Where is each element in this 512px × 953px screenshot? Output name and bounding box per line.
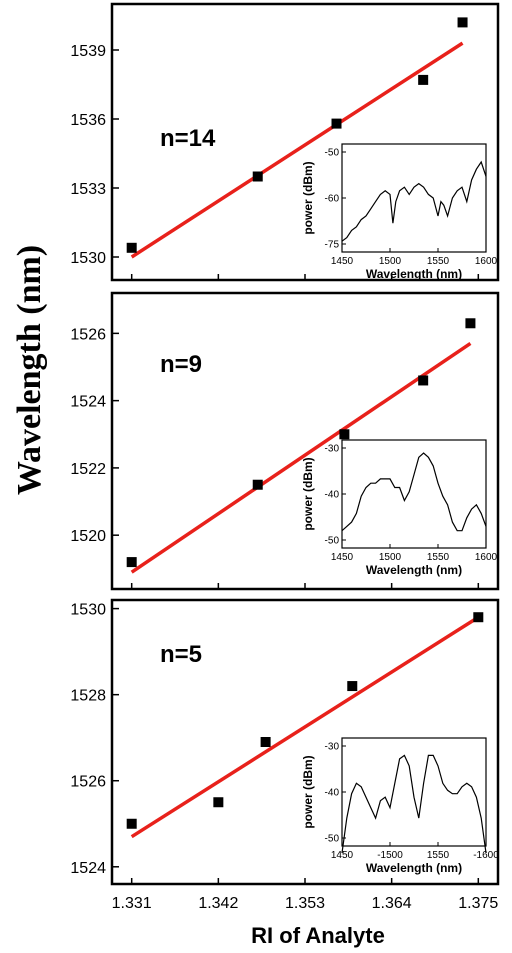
inset-y-tick-label: -40 (325, 490, 340, 501)
inset-y-tick-label: -50 (325, 834, 340, 845)
inset-y-tick-label: -50 (325, 536, 340, 547)
inset-x-tick-label: 1450 (331, 552, 354, 563)
inset-frame (341, 143, 487, 253)
data-point (260, 737, 271, 747)
y-tick-label: 1524 (70, 860, 106, 877)
inset-x-tick-label: 1600 (475, 256, 498, 267)
inset-y-label: power (dBm) (301, 161, 315, 234)
inset-x-tick-label: 1600 (475, 552, 498, 563)
data-point (331, 118, 342, 129)
inset-y-tick-label: -60 (325, 194, 340, 205)
data-point (252, 171, 263, 182)
panel-annotation: n=14 (160, 125, 216, 152)
y-tick-label: 1520 (70, 528, 106, 545)
inset-x-tick-label: 1550 (427, 256, 450, 267)
fit-line (130, 41, 464, 259)
panels: 1530 1533 1536 1539 n=14 1450 1500 1550 1600 -50 -… (70, 2, 500, 912)
data-point (126, 818, 137, 829)
inset-x-tick-label: 1550 (427, 552, 450, 563)
y-tick-label: 1526 (70, 326, 106, 343)
x-tick-label: 1.331 (112, 895, 152, 912)
inset-x-tick-label: 1450 (331, 256, 354, 267)
fit-line (130, 342, 472, 574)
data-point (126, 557, 137, 568)
y-tick-label: 1524 (70, 394, 106, 411)
y-tick-label: 1526 (70, 774, 106, 791)
y-tick-label: 1533 (70, 181, 106, 198)
inset-chart: 1450 -1500 1550 -1600 -30 -40 -50 Wavelength (n… (301, 737, 499, 875)
inset-x-tick-label: 1500 (379, 256, 402, 267)
inset-x-tick-label: -1500 (377, 850, 403, 861)
x-tick-label: 1.353 (285, 895, 325, 912)
data-point (339, 429, 350, 440)
panel-1: 1530 1533 1536 1539 n=14 1450 1500 1550 1600 -50 -… (70, 2, 500, 282)
inset-x-label: Wavelength (nm) (366, 861, 462, 875)
data-point (347, 681, 358, 692)
inset-frame (341, 439, 487, 549)
y-tick-label: 1536 (70, 112, 106, 129)
data-point (418, 375, 429, 386)
inset-y-tick-label: -75 (325, 240, 340, 251)
inset-x-label: Wavelength (nm) (366, 267, 462, 281)
inset-y-label: power (dBm) (301, 755, 315, 828)
x-tick-label: 1.342 (198, 895, 238, 912)
y-tick-label: 1530 (70, 602, 106, 619)
y-tick-label: 1539 (70, 43, 106, 60)
inset-y-tick-label: -50 (325, 148, 340, 159)
inset-chart: 1450 1500 1550 1600 -50 -60 -75 Wavelength (nm)… (301, 143, 498, 281)
inset-frame (341, 737, 487, 847)
inset-spectrum-line (341, 754, 487, 854)
inset-x-tick-label: -1600 (473, 850, 499, 861)
panel-annotation: n=9 (160, 351, 202, 378)
data-point (213, 797, 224, 808)
panel-annotation: n=5 (160, 641, 202, 668)
data-point (473, 612, 484, 623)
fit-line (130, 615, 480, 839)
inset-x-tick-label: 1500 (379, 552, 402, 563)
y-tick-label: 1528 (70, 688, 106, 705)
y-tick-label: 1522 (70, 461, 106, 478)
inset-x-tick-label: 1550 (427, 850, 450, 861)
inset-x-tick-label: 1450 (331, 850, 354, 861)
x-tick-label: 1.364 (372, 895, 412, 912)
inset-spectrum-line (341, 452, 487, 532)
panel-3: 1524 1526 1528 1530 1.331 1.342 1.353 1.364 1.37… (70, 598, 500, 912)
inset-y-tick-label: -30 (325, 742, 340, 753)
data-point (126, 242, 137, 253)
inset-spectrum-line (341, 160, 487, 242)
data-point (418, 74, 429, 85)
data-point (465, 318, 476, 329)
inset-chart: 1450 1500 1550 1600 -30 -40 -50 Wavelength (nm)… (301, 439, 498, 577)
panel-2: 1520 1522 1524 1526 n=9 1450 1500 1550 1600 -30 -4… (70, 291, 500, 591)
inset-y-tick-label: -40 (325, 788, 340, 799)
inset-x-label: Wavelength (nm) (366, 563, 462, 577)
x-tick-label: 1.375 (458, 895, 498, 912)
y-axis-label: Wavelength (nm) (11, 245, 48, 495)
inset-y-tick-label: -30 (325, 444, 340, 455)
y-tick-label: 1530 (70, 250, 106, 267)
data-point (252, 479, 263, 490)
x-axis-label: RI of Analyte (251, 923, 385, 948)
data-point (457, 17, 468, 28)
inset-y-label: power (dBm) (301, 457, 315, 530)
